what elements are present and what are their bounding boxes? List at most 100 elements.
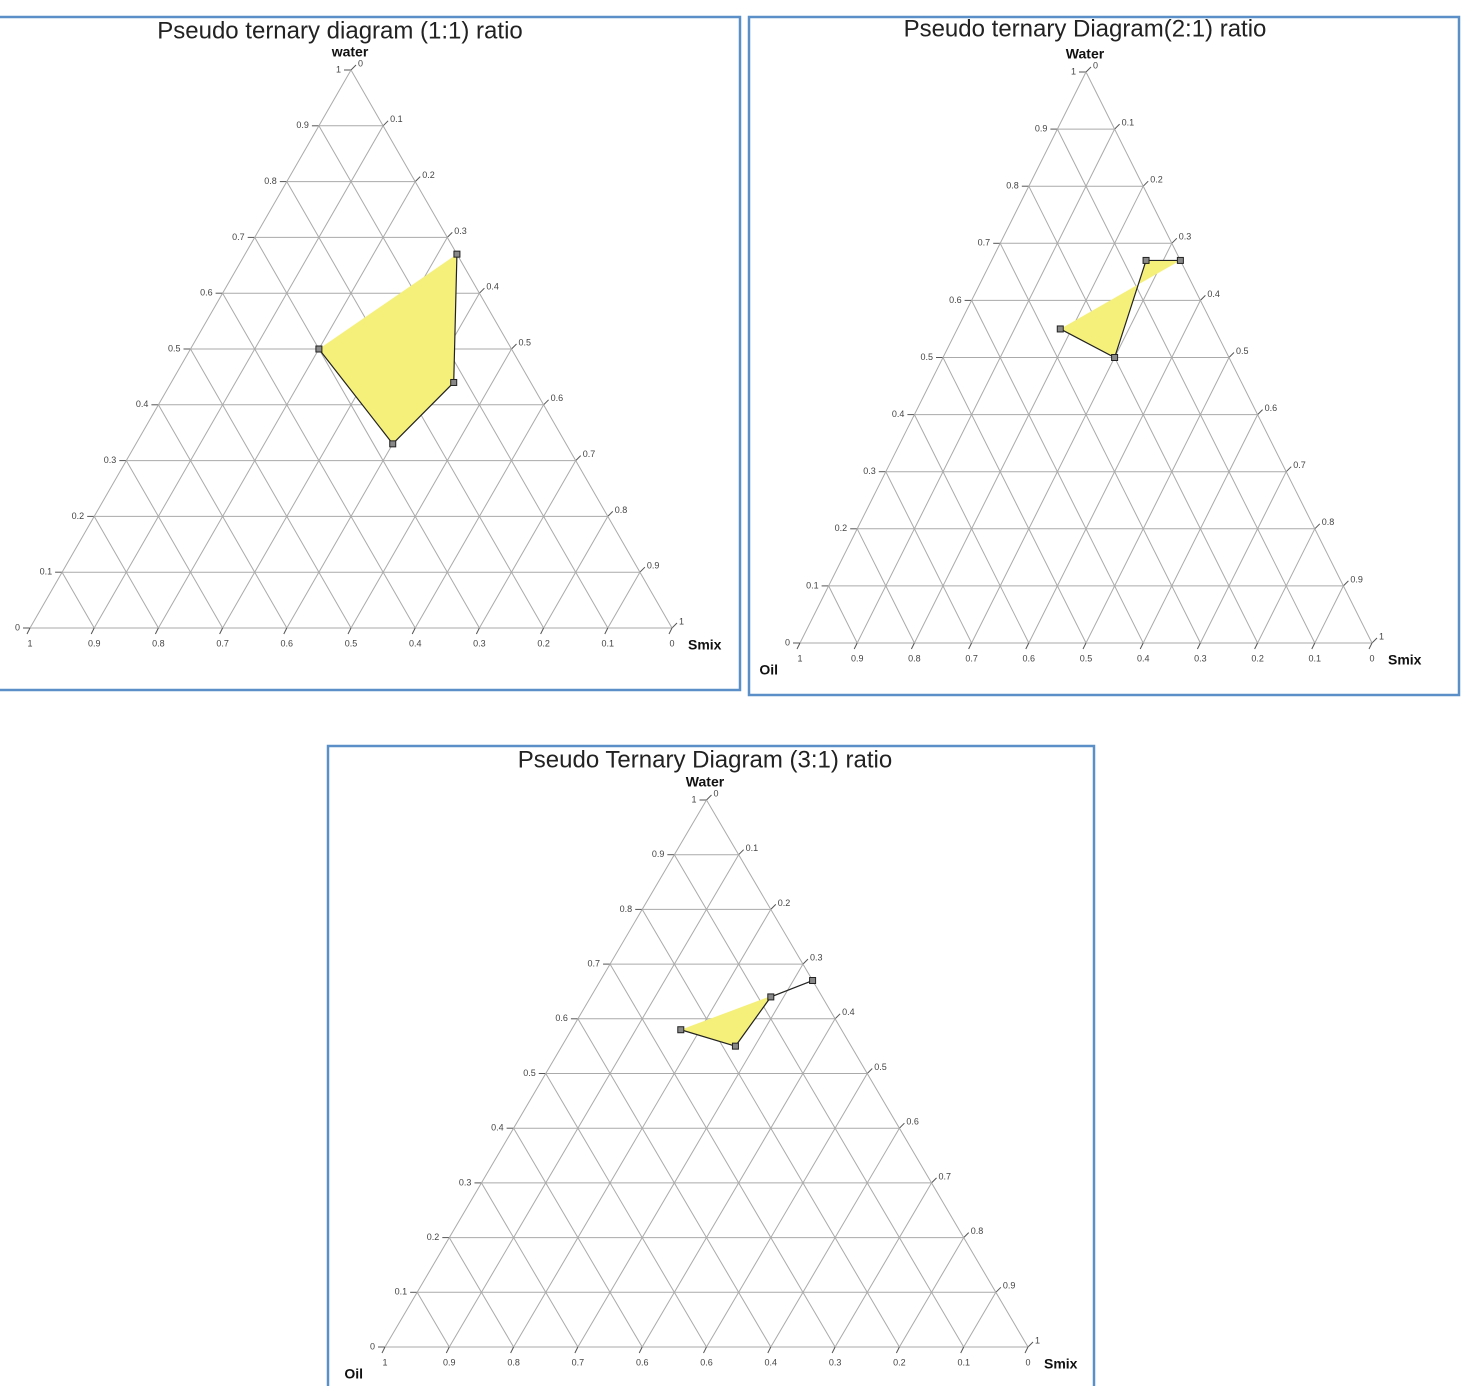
tick-label: 1 bbox=[679, 616, 684, 626]
tick-mark bbox=[574, 1346, 579, 1354]
tick-mark bbox=[671, 622, 678, 629]
grid-line bbox=[93, 516, 159, 629]
tick-label: 0.8 bbox=[615, 505, 628, 515]
tick-mark bbox=[607, 511, 614, 517]
point bbox=[315, 345, 323, 353]
tick-label: 0.9 bbox=[88, 638, 101, 648]
tick-mark bbox=[445, 1346, 450, 1354]
axis-label: Oil bbox=[759, 662, 778, 678]
tick-mark bbox=[26, 627, 31, 635]
tick-label: 0.4 bbox=[1207, 289, 1220, 299]
axis-label: Smix bbox=[688, 637, 722, 653]
tick-label: 0.8 bbox=[152, 638, 165, 648]
tick-label: 0.5 bbox=[519, 337, 532, 347]
tick-mark bbox=[960, 1346, 965, 1354]
tick-mark bbox=[963, 1232, 970, 1238]
tick-mark bbox=[219, 627, 224, 635]
grid-line bbox=[828, 585, 858, 644]
tick-label: 0.7 bbox=[583, 449, 596, 459]
tick-label: 0.7 bbox=[572, 1357, 585, 1367]
tick-label: 0.4 bbox=[491, 1123, 504, 1133]
tick-mark bbox=[347, 627, 352, 635]
tick-label: 0.3 bbox=[1179, 232, 1192, 242]
tick-mark bbox=[1139, 642, 1144, 650]
tick-label: 0.1 bbox=[806, 580, 819, 590]
chart-title: Pseudo ternary Diagram(2:1) ratio bbox=[904, 15, 1267, 42]
region-fill bbox=[318, 254, 457, 444]
tick-label: 0.9 bbox=[652, 849, 665, 859]
grid-line bbox=[999, 243, 1201, 644]
tick-label: 0.4 bbox=[892, 409, 905, 419]
tick-label: 0.1 bbox=[390, 114, 403, 124]
tick-label: 0.5 bbox=[523, 1068, 536, 1078]
tick-label: 0.4 bbox=[409, 638, 422, 648]
tick-label: 0.7 bbox=[588, 958, 601, 968]
tick-label: 0.9 bbox=[296, 120, 309, 130]
grid-line bbox=[971, 300, 1144, 644]
tick-label: 0.6 bbox=[281, 638, 294, 648]
tick-mark bbox=[767, 1346, 772, 1354]
tick-mark bbox=[411, 627, 416, 635]
tick-label: 0.6 bbox=[1265, 403, 1278, 413]
tick-label: 0.9 bbox=[443, 1357, 456, 1367]
axis-label: Smix bbox=[1044, 1356, 1078, 1372]
tick-label: 0.1 bbox=[1309, 653, 1322, 663]
grid-line bbox=[1199, 471, 1287, 644]
grid-line bbox=[448, 1237, 515, 1348]
tick-label: 0.1 bbox=[395, 1287, 408, 1297]
tick-mark bbox=[1196, 642, 1201, 650]
tick-mark bbox=[706, 794, 712, 801]
tick-mark bbox=[853, 642, 858, 650]
tick-label: 0.1 bbox=[746, 843, 759, 853]
chart-title: Pseudo Ternary Diagram (3:1) ratio bbox=[518, 746, 892, 773]
region-outline bbox=[318, 254, 458, 445]
tick-mark bbox=[639, 566, 646, 573]
tick-label: 0.7 bbox=[232, 232, 245, 242]
tick-label: 0.4 bbox=[136, 399, 149, 409]
tick-mark bbox=[866, 1068, 873, 1074]
tick-mark bbox=[90, 627, 95, 635]
tick-label: 0.6 bbox=[906, 1117, 919, 1127]
tick-label: 1 bbox=[382, 1357, 387, 1367]
grid-line bbox=[963, 1292, 997, 1348]
tick-mark bbox=[1371, 637, 1378, 644]
tick-mark bbox=[910, 642, 915, 650]
grid-line bbox=[125, 460, 224, 629]
tick-label: 1 bbox=[797, 653, 802, 663]
panel bbox=[0, 15, 742, 692]
tick-mark bbox=[770, 904, 777, 910]
tick-label: 0.1 bbox=[602, 638, 615, 648]
tick-label: 0.2 bbox=[1251, 653, 1264, 663]
tick-mark bbox=[703, 1346, 707, 1354]
grid-line bbox=[513, 1127, 643, 1348]
tick-mark bbox=[1024, 1346, 1029, 1354]
point bbox=[1056, 325, 1064, 333]
tick-label: 0.3 bbox=[829, 1357, 842, 1367]
region-outline bbox=[680, 979, 813, 1047]
panel bbox=[747, 15, 1461, 697]
grid-line bbox=[416, 1292, 450, 1348]
tick-mark bbox=[738, 849, 745, 856]
tick-label: 0.9 bbox=[1350, 574, 1363, 584]
tick-mark bbox=[446, 232, 453, 238]
grid-line bbox=[641, 909, 900, 1348]
tick-mark bbox=[968, 642, 973, 650]
tick-label: 0.1 bbox=[40, 567, 53, 577]
tick-label: 0.6 bbox=[555, 1013, 568, 1023]
tick-mark bbox=[511, 343, 517, 350]
tick-mark bbox=[895, 1346, 900, 1354]
grid-line bbox=[856, 528, 915, 644]
tick-mark bbox=[931, 1177, 937, 1184]
grid-line bbox=[222, 292, 416, 629]
grid-line bbox=[1056, 128, 1316, 644]
grid-line bbox=[254, 237, 480, 629]
grid-line bbox=[706, 799, 1029, 1348]
tick-mark bbox=[802, 958, 809, 965]
tick-label: 1 bbox=[1071, 66, 1076, 76]
grid-line bbox=[607, 571, 641, 629]
tick-label: 0.9 bbox=[1003, 1281, 1016, 1291]
point bbox=[450, 378, 458, 386]
tick-label: 0.6 bbox=[949, 295, 962, 305]
tick-mark bbox=[1082, 642, 1087, 650]
tick-mark bbox=[1257, 409, 1263, 415]
